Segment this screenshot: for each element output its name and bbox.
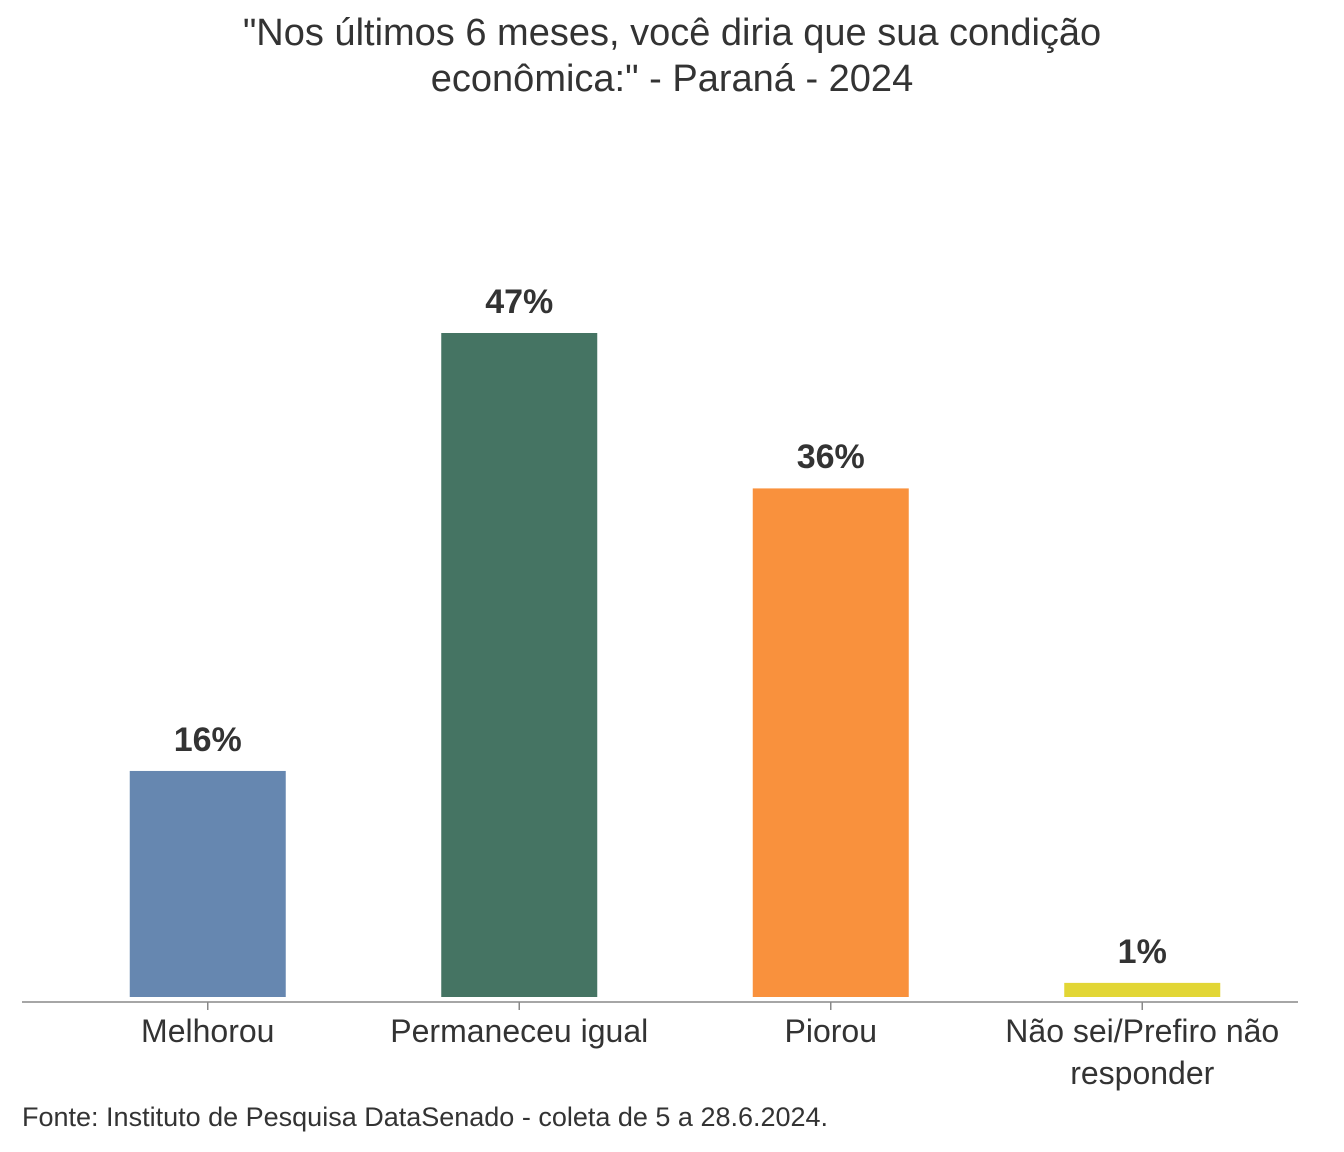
bar xyxy=(1064,982,1221,997)
source-note: Fonte: Instituto de Pesquisa DataSenado … xyxy=(22,1102,829,1132)
x-tick-label: Melhorou xyxy=(141,1013,275,1049)
x-tick-label: Não sei/Prefiro não responder xyxy=(1005,1013,1280,1091)
value-label: 36% xyxy=(796,438,865,477)
bar xyxy=(129,770,286,997)
value-label: 16% xyxy=(173,720,242,759)
bar xyxy=(752,488,909,997)
x-tick-label: Piorou xyxy=(784,1013,878,1049)
x-tick-label: Permaneceu igual xyxy=(390,1013,649,1049)
chart-title: "Nos últimos 6 meses, você diria que sua… xyxy=(242,12,1102,100)
value-label: 1% xyxy=(1117,932,1167,971)
value-label: 47% xyxy=(485,283,554,321)
bar xyxy=(441,333,598,997)
